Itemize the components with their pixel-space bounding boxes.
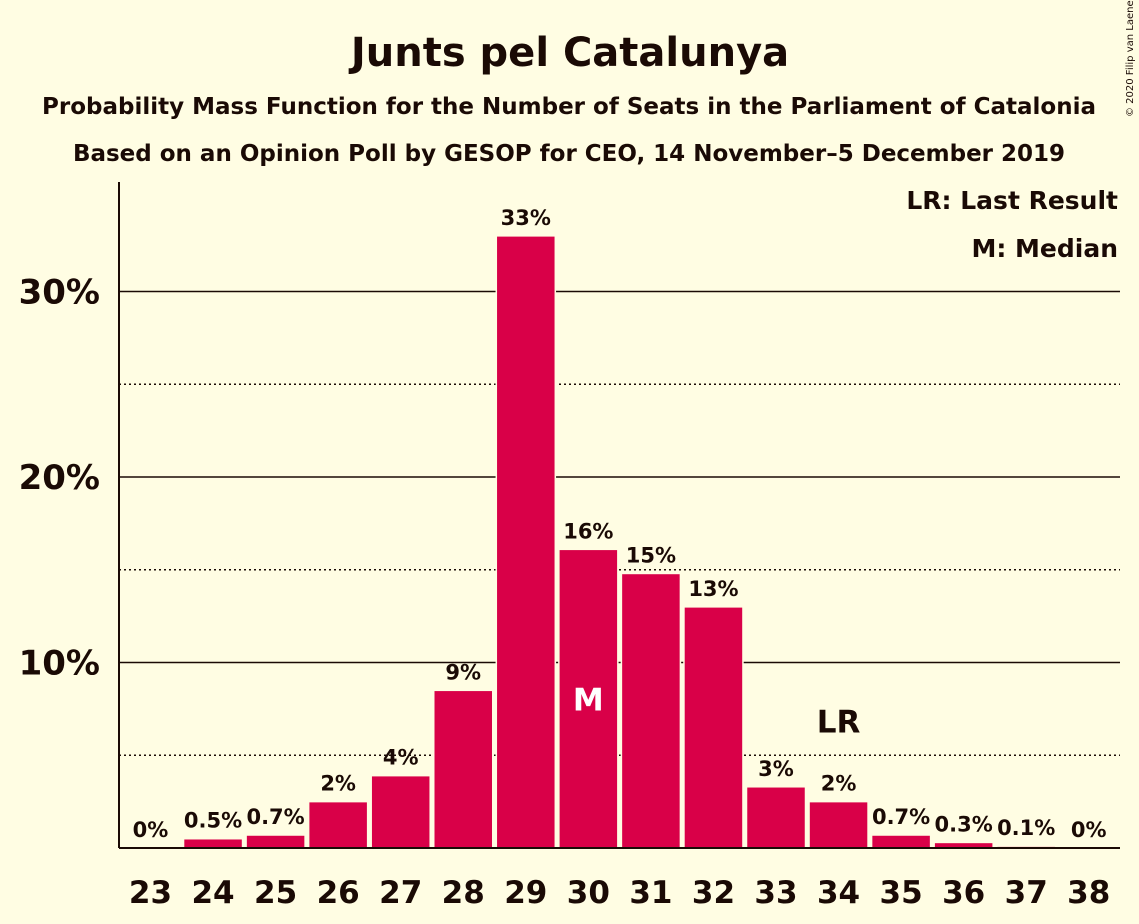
data-label-seat-24: 0.5% (184, 809, 242, 833)
y-tick-10: 10% (19, 644, 100, 684)
data-label-seat-32: 13% (688, 577, 738, 601)
bar-seat-27 (370, 774, 431, 849)
x-tick-27: 27 (379, 875, 422, 911)
x-tick-31: 31 (629, 875, 672, 911)
bar-seat-31 (620, 572, 682, 849)
bar-seat-34 (808, 800, 869, 849)
data-label-seat-25: 0.7% (246, 805, 304, 829)
x-tick-26: 26 (317, 875, 360, 911)
bars (182, 235, 1057, 849)
gridlines (119, 290, 1120, 756)
data-label-seat-36: 0.3% (935, 812, 993, 836)
bar-seat-25 (245, 834, 306, 849)
x-tick-36: 36 (942, 875, 985, 911)
copyright-notice: © 2020 Filip van Laenen (1125, 0, 1136, 117)
x-tick-labels: 23 24 25 26 27 28 29 30 31 32 33 34 35 36 37 38 (129, 875, 1110, 911)
bar-seat-33 (745, 786, 807, 849)
y-tick-30: 30% (19, 273, 100, 313)
data-label-seat-28: 9% (445, 660, 481, 684)
x-tick-32: 32 (692, 875, 735, 911)
chart-title: Junts pel Catalunya (348, 30, 789, 76)
data-label-seat-31: 15% (626, 543, 676, 567)
x-tick-37: 37 (1005, 875, 1048, 911)
data-labels: 0% 0.5% 0.7%2%4%9%33%16%15%13%3%2%0.7% 0.3%… (133, 206, 1107, 842)
median-marker: M (573, 683, 604, 719)
x-tick-33: 33 (754, 875, 797, 911)
bar-seat-32 (683, 606, 744, 849)
y-tick-labels: 10% 20% 30% (19, 273, 100, 684)
x-tick-24: 24 (191, 875, 234, 911)
last-result-marker: LR (817, 705, 861, 741)
data-label-seat-33: 3% (758, 757, 794, 781)
x-tick-28: 28 (442, 875, 485, 911)
data-label-seat-23: 0% (133, 818, 169, 842)
data-label-seat-30: 16% (563, 519, 613, 543)
data-label-seat-35: 0.7% (872, 805, 930, 829)
y-tick-20: 20% (19, 458, 100, 498)
x-tick-29: 29 (504, 875, 547, 911)
x-tick-23: 23 (129, 875, 172, 911)
data-label-seat-34: 2% (821, 772, 857, 796)
chart-subtitle-2: Based on an Opinion Poll by GESOP for CE… (73, 141, 1065, 167)
bar-seat-26 (307, 800, 369, 849)
data-label-seat-37: 0.1% (997, 816, 1055, 840)
x-tick-30: 30 (567, 875, 610, 911)
x-tick-34: 34 (817, 875, 860, 911)
data-label-seat-29: 33% (501, 206, 551, 230)
data-label-seat-27: 4% (383, 746, 419, 770)
bar-seat-30 (558, 548, 619, 849)
bar-seat-28 (433, 689, 494, 849)
legend-median: M: Median (971, 234, 1118, 263)
bar-seat-29 (495, 235, 557, 849)
bar-seat-24 (182, 837, 244, 849)
x-tick-25: 25 (254, 875, 297, 911)
bar-seat-35 (870, 834, 932, 849)
chart-subtitle-1: Probability Mass Function for the Number… (42, 94, 1096, 120)
x-tick-38: 38 (1067, 875, 1110, 911)
markers: M LR (573, 683, 861, 741)
x-tick-35: 35 (880, 875, 923, 911)
data-label-seat-38: 0% (1071, 818, 1107, 842)
data-label-seat-26: 2% (320, 772, 356, 796)
legend-last-result: LR: Last Result (906, 186, 1118, 215)
